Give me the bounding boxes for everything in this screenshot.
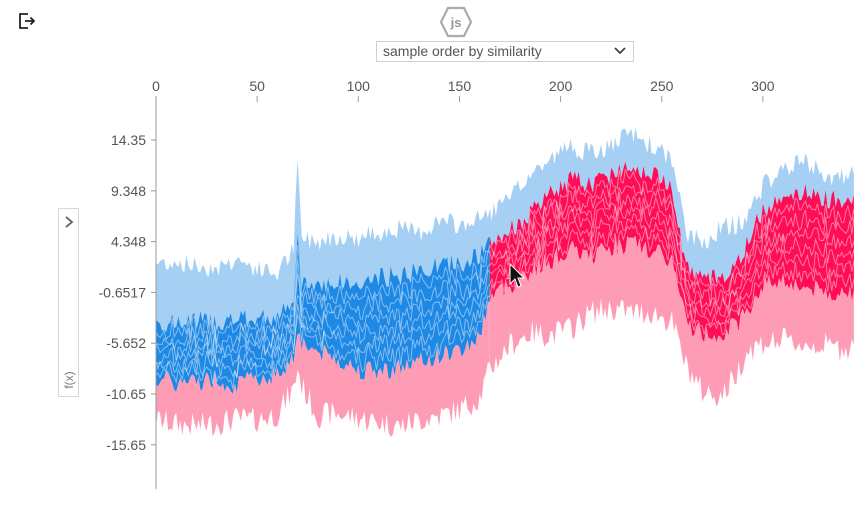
neg-dark-band	[156, 233, 490, 394]
y-tick-label: 14.35	[111, 132, 146, 148]
x-tick-label: 0	[152, 78, 160, 94]
y-tick-label: -0.6517	[99, 284, 147, 300]
sample-order-value: sample order by similarity	[383, 43, 542, 59]
logo-text: js	[450, 15, 462, 30]
x-tick-label: 100	[347, 78, 371, 94]
sample-order-select[interactable]: sample order by similarity	[376, 41, 634, 62]
contour-line	[155, 213, 855, 379]
y-tick-label: -5.652	[106, 335, 146, 351]
pos-light-band-right	[489, 235, 854, 407]
contour-line	[155, 204, 855, 368]
exit-icon[interactable]	[17, 11, 37, 31]
y-axis-panel: f(x)	[58, 208, 79, 397]
contour-line	[155, 184, 855, 353]
contour-line	[155, 168, 855, 344]
y-tick-label: -10.65	[106, 386, 146, 402]
x-tick-label: 200	[549, 78, 573, 94]
chevron-down-icon	[614, 47, 626, 55]
mouse-cursor-icon	[509, 262, 526, 288]
x-tick-label: 250	[650, 78, 674, 94]
x-tick-label: 50	[249, 78, 265, 94]
x-tick-label: 300	[751, 78, 775, 94]
contour-line	[155, 192, 855, 361]
y-tick-label: 9.348	[111, 183, 146, 199]
pos-dark-band	[489, 161, 854, 343]
pos-light-band-left	[156, 301, 490, 437]
contour-line	[155, 224, 855, 390]
y-tick-label: 4.348	[111, 234, 146, 250]
js-hexagon-icon: js	[439, 6, 473, 38]
chevron-right-icon[interactable]	[63, 215, 75, 229]
y-tick-label: -15.65	[106, 437, 146, 453]
neg-light-band	[156, 127, 854, 332]
x-tick-label: 150	[448, 78, 472, 94]
